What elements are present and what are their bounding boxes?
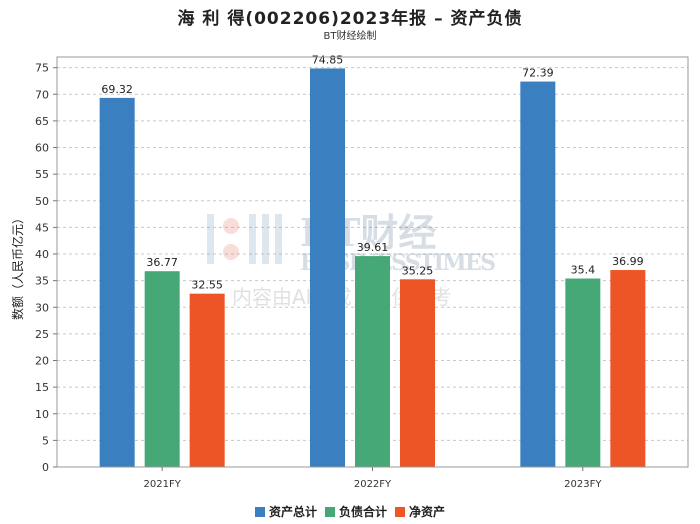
- y-tick-label: 75: [35, 62, 49, 75]
- legend-item: 资产总计: [254, 503, 317, 520]
- bar-资产总计-2022FY: [310, 68, 345, 467]
- axes: 0 5 10 15 20 25 30 35 40 45 50 55 60 65 70 75 2021FY 2022…: [35, 56, 689, 490]
- data-label: 36.99: [612, 255, 644, 268]
- y-tick-label: 50: [35, 195, 49, 208]
- data-label: 69.32: [101, 83, 133, 96]
- bar-资产总计-2023FY: [520, 81, 556, 467]
- x-tick-label: 2022FY: [354, 479, 392, 490]
- bar-净资产-2023FY: [610, 270, 646, 467]
- watermark-logo-dot-1: [223, 218, 239, 234]
- watermark-logo-bar-4: [275, 214, 282, 264]
- y-tick-label: 65: [35, 115, 49, 128]
- legend-item: 负债合计: [324, 503, 387, 520]
- legend-label: 负债合计: [338, 505, 387, 519]
- watermark-logo-bar-3: [262, 214, 269, 264]
- legend-swatch: [395, 506, 405, 517]
- legend-label: 资产总计: [268, 505, 317, 519]
- bar-负债合计-2021FY: [144, 271, 180, 467]
- y-tick-label: 15: [35, 381, 49, 394]
- legend-swatch: [324, 506, 335, 517]
- legend-label: 净资产: [409, 505, 446, 519]
- y-tick-label: 55: [35, 168, 49, 181]
- x-tick-label: 2023FY: [564, 479, 602, 490]
- data-label: 39.61: [357, 241, 389, 254]
- data-label: 72.39: [522, 67, 554, 80]
- data-label: 35.25: [402, 264, 434, 277]
- data-label: 36.77: [146, 256, 178, 269]
- data-label: 74.85: [312, 53, 344, 66]
- bar-净资产-2022FY: [400, 279, 435, 467]
- y-tick-label: 70: [35, 88, 49, 101]
- chart-subtitle: BT财经绘制: [323, 31, 377, 42]
- data-label: 32.55: [191, 279, 223, 292]
- watermark-logo-bar-2: [249, 214, 256, 264]
- legend-item: 净资产: [395, 503, 445, 520]
- y-tick-label: 0: [42, 461, 49, 474]
- y-tick-label: 35: [35, 275, 49, 288]
- data-label: 35.4: [571, 264, 596, 277]
- y-tick-label: 60: [35, 142, 49, 155]
- y-tick-label: 5: [42, 434, 49, 447]
- bar-负债合计-2022FY: [355, 256, 390, 467]
- bar-净资产-2021FY: [189, 293, 225, 467]
- y-tick-label: 10: [35, 408, 49, 421]
- y-tick-label: 30: [35, 301, 49, 314]
- bar-负债合计-2023FY: [565, 278, 601, 467]
- watermark: BT财经 BUSINESSTIMES 内容由AI生成，仅供参考: [207, 210, 496, 309]
- bar-资产总计-2021FY: [99, 97, 135, 468]
- y-axis-label: 数额（人民币亿元）: [10, 212, 25, 320]
- chart-title: 海 利 得(002206)2023年报 – 资产负债: [177, 9, 523, 29]
- data-labels: 69.32 36.77 32.55 74.85 39.61 35.25 72.39 35.4 3…: [101, 53, 643, 291]
- y-tick-label: 25: [35, 328, 49, 341]
- watermark-logo-bar-1: [207, 214, 214, 264]
- legend: 资产总计 负债合计 净资产: [0, 503, 700, 520]
- y-tick-label: 45: [35, 221, 49, 234]
- watermark-logo-dot-2: [223, 244, 239, 260]
- x-tick-label: 2021FY: [144, 479, 182, 490]
- y-tick-label: 40: [35, 248, 49, 261]
- y-tick-label: 20: [35, 355, 49, 368]
- bars: [99, 68, 646, 468]
- legend-swatch: [254, 506, 265, 517]
